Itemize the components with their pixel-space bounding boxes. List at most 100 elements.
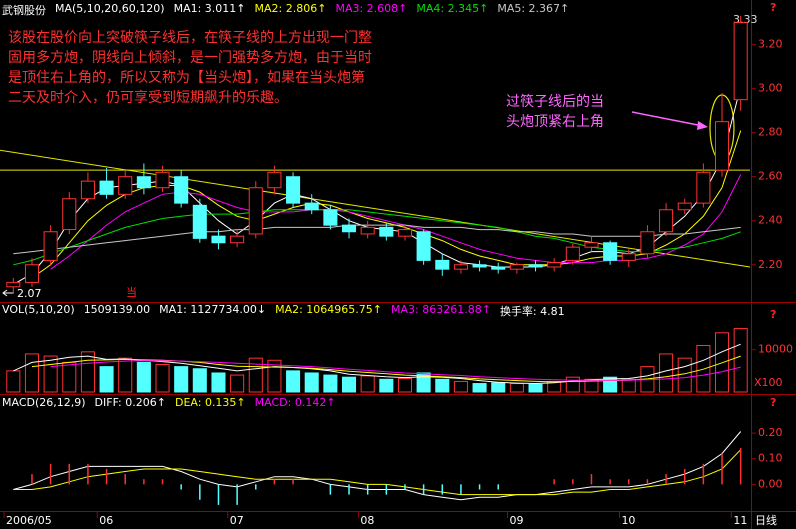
volume-bar [677, 357, 692, 393]
volume-bar [155, 364, 170, 393]
candle-body [360, 226, 375, 235]
legend-entry: MA2: 1064965.75↑ [275, 303, 383, 316]
candle-body [286, 176, 301, 204]
vol-unit: X100 [754, 376, 783, 389]
candle-body [472, 264, 487, 268]
candle-body [379, 226, 394, 237]
candle-body [397, 229, 413, 237]
callout: 过筷子线后的当 头炮顶紧右上角 [506, 92, 604, 132]
legend-entry: MA1: 1127734.00↓ [159, 303, 267, 316]
annotation-line: 该股在股价向上突破筷子线后，在筷子线的上方出现一门整 [8, 30, 372, 46]
ma-line [13, 449, 742, 496]
volume-bar [136, 361, 151, 393]
y-tick-label: 2.20 [758, 258, 783, 271]
help-mark[interactable]: ? [770, 396, 776, 409]
candle-body [547, 262, 562, 268]
signal-label: 当 [126, 285, 137, 299]
volume-bar [118, 357, 133, 393]
legend-entry: MA1: 3.011↑ [173, 2, 246, 15]
x-tick-label: 08 [360, 514, 374, 527]
candle-body [453, 264, 468, 270]
legend-entry: DIFF: 0.206↑ [94, 396, 166, 409]
candle-body [696, 171, 711, 204]
candle-body [118, 176, 133, 195]
volume-bar [267, 359, 282, 393]
volume-bar [24, 353, 40, 393]
candle-body [6, 281, 21, 288]
vol-title: VOL(5,10,20) [2, 303, 75, 316]
y-tick-label: 2.40 [758, 214, 783, 227]
volume-bar [491, 382, 506, 393]
x-tick-label: 2006/05 [6, 514, 52, 527]
ma-line [13, 224, 741, 255]
volume-bar [733, 328, 748, 393]
candle-body [584, 242, 599, 248]
volume-bar [304, 372, 319, 393]
low-label: 2.07 [17, 287, 42, 300]
annotation-line: 是顶住右上角的，所以又称为【当头炮】，如果在当头炮第 [8, 70, 365, 86]
volume-bar [472, 383, 487, 393]
x-tick-label: 09 [510, 514, 524, 527]
volume-bar [80, 351, 95, 393]
volume-bar [62, 361, 77, 393]
candle-body [565, 246, 580, 261]
candle-body [509, 264, 524, 270]
legend-entry: MA3: 863261.88↑ [391, 303, 491, 316]
legend-entry: MACD: 0.142↑ [254, 396, 336, 409]
legend-entry: MA2: 2.806↑ [254, 2, 327, 15]
volume-bar [174, 366, 189, 393]
candle-body [174, 176, 189, 204]
annotation: 该股在股价向上突破筷子线后，在筷子线的上方出现一门整 固用多方炮，阴线向上倾斜，… [8, 28, 372, 108]
candle-body [323, 209, 338, 226]
volume-bar [379, 378, 394, 393]
volume-bar [659, 353, 674, 393]
ma-params: MA(5,10,20,60,120) [55, 2, 165, 15]
low-arrowhead [2, 289, 8, 297]
volume-bar [43, 355, 58, 393]
candle-body [43, 231, 58, 261]
candle-body [640, 231, 655, 255]
volume-bar [416, 372, 431, 393]
volume-bar [248, 357, 263, 393]
x-tick-label: 07 [230, 514, 244, 527]
macd-legend: MACD(26,12,9) DIFF: 0.206↑ DEA: 0.135↑ MAC… [2, 396, 336, 409]
candle-body [80, 180, 95, 200]
volume-bar [435, 378, 450, 393]
x-tick-label: 11 [733, 514, 747, 527]
x-tick-label: 10 [621, 514, 635, 527]
x-tick-label: 06 [99, 514, 113, 527]
candle-body [155, 171, 170, 189]
candle-body [528, 264, 543, 268]
y-tick-label: 2.80 [758, 126, 783, 139]
help-mark[interactable]: ? [770, 1, 776, 14]
candle-body [304, 202, 319, 211]
annotation-line: 二天及时介入，仍可享受到短期飙升的乐趣。 [8, 90, 288, 106]
candle-body [192, 204, 207, 239]
legend-entry: MA3: 2.608↑ [335, 2, 408, 15]
candle-body [211, 235, 226, 244]
candle-body [491, 266, 506, 270]
vol-total: 1509139.00 [83, 303, 151, 316]
period-label: 日线 [755, 513, 777, 527]
y-tick-label: 3.00 [758, 82, 783, 95]
candle-body [435, 259, 450, 270]
volume-bar [211, 372, 226, 393]
turnover: 换手率: 4.81 [499, 305, 565, 318]
candle-body [341, 224, 357, 233]
volume-bar [286, 370, 301, 393]
candle-body [267, 171, 282, 189]
volume-bar [528, 383, 543, 393]
vol-legend: VOL(5,10,20) 1509139.00 MA1: 1127734.00↓… [2, 303, 565, 319]
help-mark[interactable]: ? [770, 308, 776, 321]
volume-bar [323, 374, 338, 393]
volume-bar [341, 376, 357, 393]
macd-title: MACD(26,12,9) [2, 396, 86, 409]
volume-bar [6, 370, 21, 393]
candle-body [248, 187, 263, 235]
callout-line: 头炮顶紧右上角 [506, 114, 604, 130]
ma-line [13, 431, 742, 501]
ma-line [13, 86, 742, 286]
